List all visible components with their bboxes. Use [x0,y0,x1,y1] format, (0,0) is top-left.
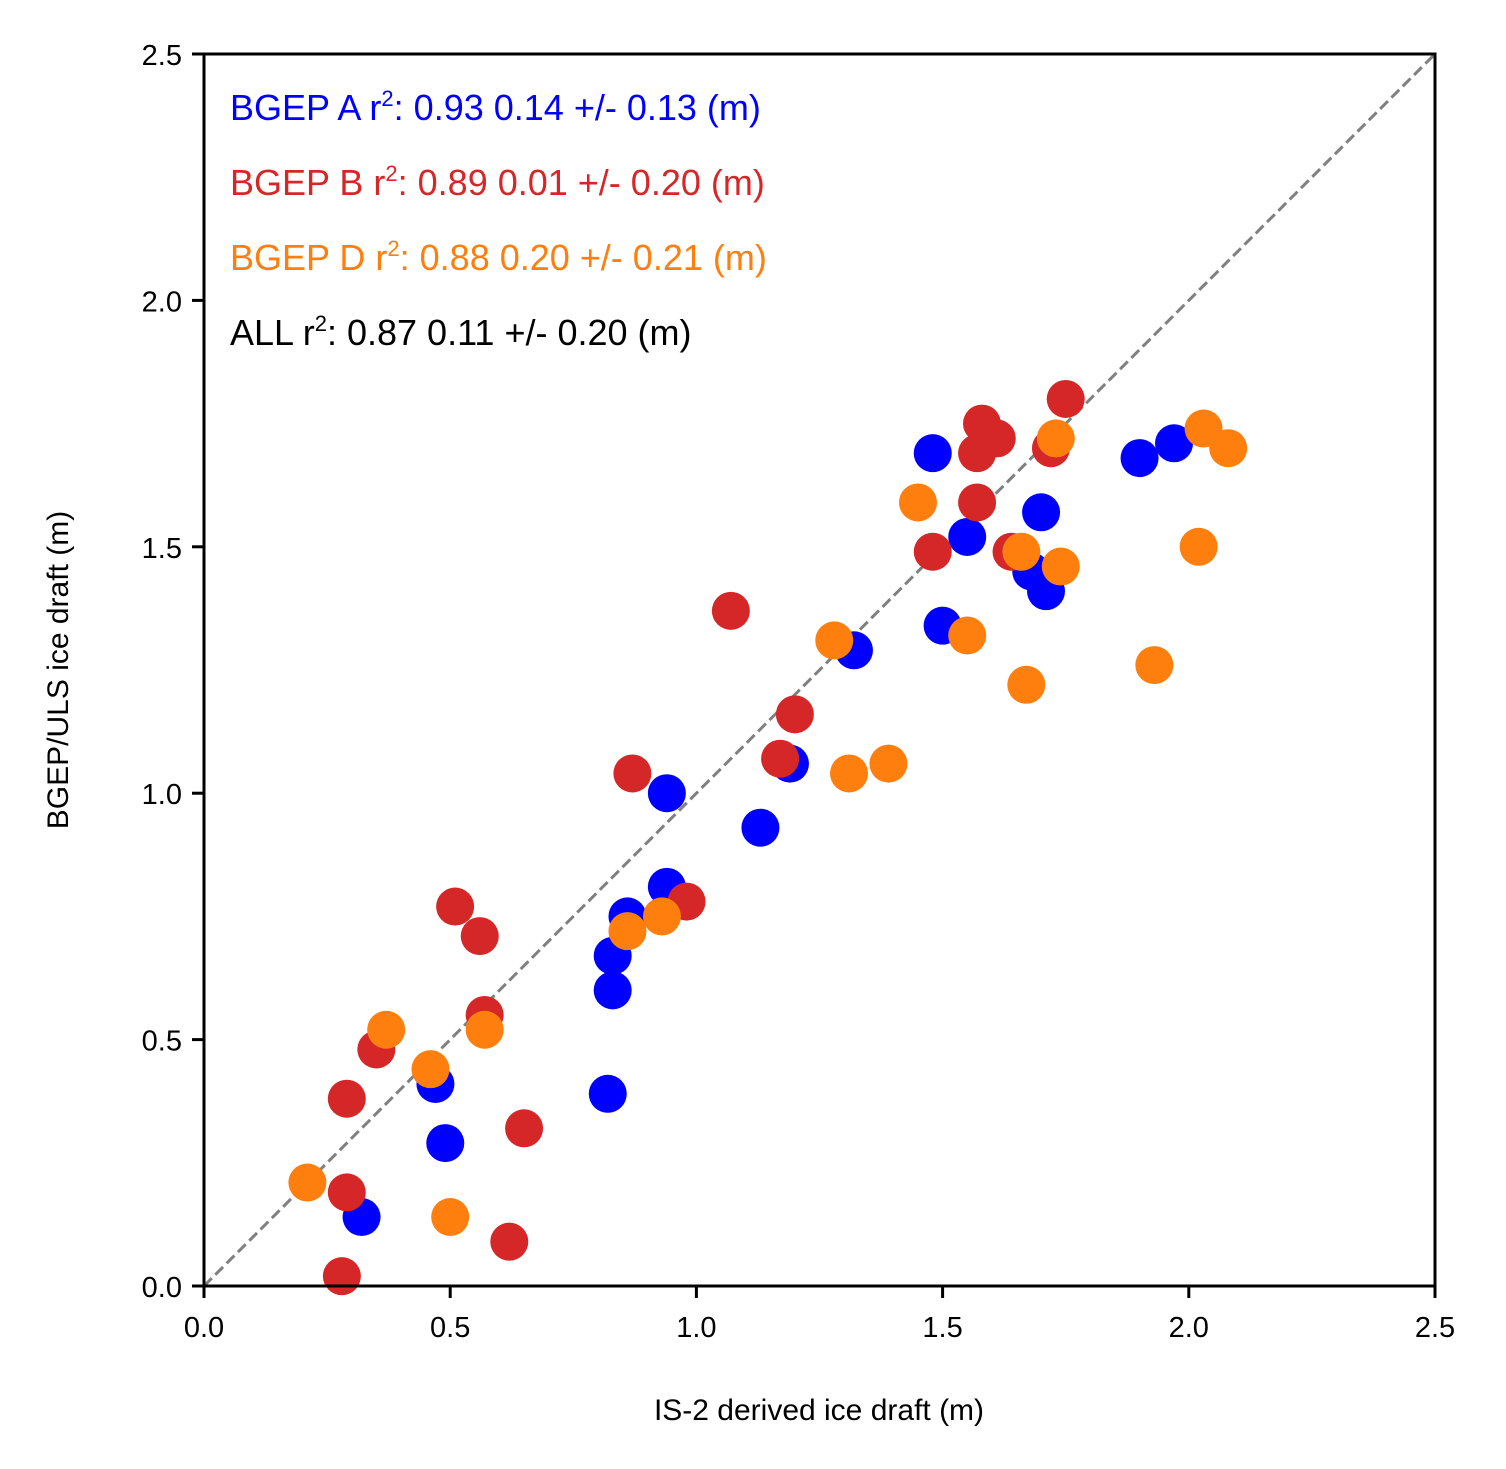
x-axis-ticks: 0.0 0.5 1.0 1.5 2.0 2.5 [184,1286,1455,1344]
x-tick-label: 0.5 [430,1312,470,1344]
stats-annotations: BGEP A r2: 0.93 0.14 +/- 0.13 (m) BGEP B … [230,86,767,353]
y-tick-label: 1.0 [142,779,182,811]
reference-line-group [202,52,1437,1288]
stats-annotation-all: ALL r2: 0.87 0.11 +/- 0.20 (m) [230,311,692,353]
stats-annotation-bgep-d: BGEP D r2: 0.88 0.20 +/- 0.21 (m) [230,236,767,278]
data-point [830,754,869,793]
data-point [322,1257,361,1296]
data-point [913,434,952,473]
data-point [815,621,854,660]
y-tick-label: 2.0 [142,286,182,318]
x-tick-label: 1.0 [676,1312,716,1344]
data-point [898,483,937,522]
data-point [436,887,475,926]
x-tick-label: 2.5 [1415,1312,1455,1344]
x-tick-label: 1.5 [922,1312,962,1344]
y-axis-ticks: 0.0 0.5 1.0 1.5 2.0 2.5 [142,40,204,1304]
x-axis-label: IS-2 derived ice draft (m) [654,1394,984,1427]
data-point [913,532,952,571]
data-point [1209,429,1248,468]
data-point [426,1124,465,1163]
y-tick-label: 1.5 [142,533,182,565]
x-tick-label: 0.0 [184,1312,224,1344]
data-point [411,1050,450,1089]
data-point [288,1163,327,1202]
data-point [948,517,987,556]
data-point [711,591,750,630]
data-point [1041,547,1080,586]
data-point [505,1109,544,1148]
data-point [761,739,800,778]
y-tick-label: 0.0 [142,1272,182,1304]
x-tick-label: 2.0 [1169,1312,1209,1344]
data-point [465,1010,504,1049]
data-point [958,483,997,522]
one-to-one-reference-line [202,52,1437,1288]
series-bgep-d [288,409,1248,1237]
y-tick-label: 2.5 [142,40,182,72]
stats-annotation-bgep-a: BGEP A r2: 0.93 0.14 +/- 0.13 (m) [230,86,761,128]
data-point [869,744,908,783]
data-point [1002,532,1041,571]
data-point [642,897,681,936]
data-point [1036,419,1075,458]
data-point [1120,439,1159,478]
data-point [460,917,499,956]
data-point [1007,665,1046,704]
stats-annotation-bgep-b: BGEP B r2: 0.89 0.01 +/- 0.20 (m) [230,161,765,203]
data-point [327,1079,366,1118]
data-points [288,379,1248,1296]
data-point [593,971,632,1010]
data-point [1046,379,1085,418]
data-point [1179,527,1218,566]
data-point [613,754,652,793]
data-point [977,419,1016,458]
data-point [490,1222,529,1261]
data-point [608,912,647,951]
y-axis-label: BGEP/ULS ice draft (m) [42,511,75,829]
data-point [741,808,780,847]
data-point [431,1198,470,1237]
data-point [367,1010,406,1049]
data-point [775,695,814,734]
data-point [1155,424,1194,463]
plot-frame [202,52,1437,1288]
data-point [1022,493,1061,532]
data-point [327,1173,366,1212]
data-point [1135,646,1174,685]
data-point [948,616,987,655]
data-point [588,1074,627,1113]
y-tick-label: 0.5 [142,1026,182,1058]
data-point [647,774,686,813]
